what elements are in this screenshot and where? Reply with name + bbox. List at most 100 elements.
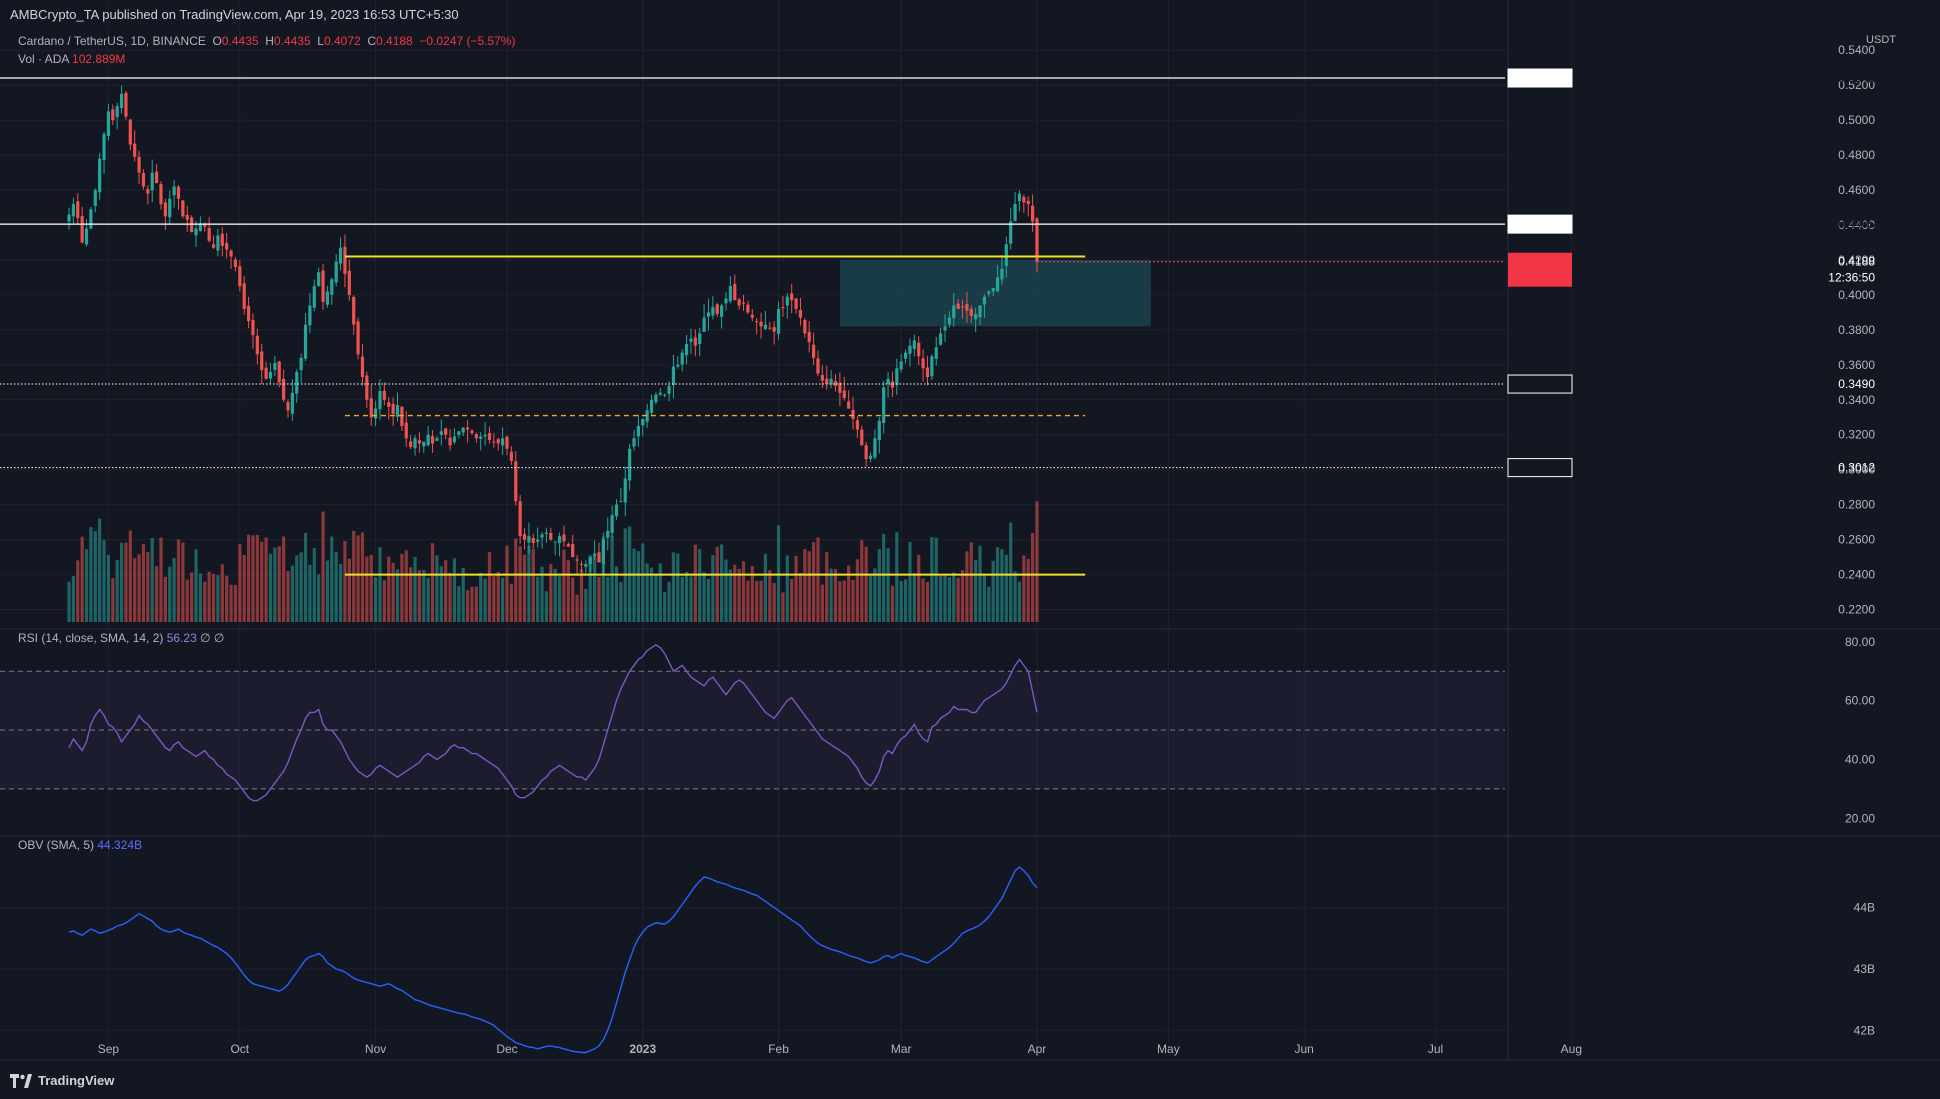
tradingview-brand[interactable]: TradingView [10, 1073, 114, 1088]
volume-bar [939, 576, 943, 622]
volume-bar [794, 555, 798, 622]
candle-body [98, 158, 102, 193]
volume-bar [111, 578, 115, 622]
candle-body [610, 515, 614, 534]
candle-body [211, 244, 216, 248]
candle-body [855, 420, 859, 430]
volume-legend[interactable]: Vol · ADA 102.889M [18, 52, 125, 66]
candle-body [593, 553, 597, 556]
volume-bar [356, 535, 360, 622]
time-tick-label: Sep [98, 1042, 120, 1056]
volume-bar [610, 535, 614, 622]
time-tick-label: 2023 [629, 1042, 656, 1056]
last-price-tag [1508, 252, 1572, 287]
volume-bar [176, 539, 181, 622]
candle-body [395, 405, 400, 417]
volume-value: 102.889M [72, 52, 126, 66]
volume-bar [150, 538, 154, 622]
candle-body [654, 394, 658, 403]
volume-bar [755, 580, 759, 622]
candle-body [457, 431, 461, 436]
rsi-legend[interactable]: RSI (14, close, SMA, 14, 2) 56.23 ∅ ∅ [18, 631, 224, 645]
last-price-label: 0.4188 [1838, 255, 1875, 269]
volume-bar [255, 534, 259, 622]
volume-bar [1000, 549, 1004, 622]
volume-bar [343, 541, 347, 622]
price-tick-label: 0.5200 [1838, 78, 1875, 92]
candle-body [724, 298, 728, 304]
volume-bar [470, 586, 474, 622]
volume-bar [838, 581, 842, 622]
obv-tick-label: 43B [1854, 962, 1875, 976]
volume-bar [860, 540, 864, 622]
candle-body [947, 317, 951, 325]
candle-body [527, 536, 531, 543]
price-tick-label: 0.3600 [1838, 358, 1875, 372]
volume-bar [347, 558, 351, 622]
candle-body [369, 398, 373, 418]
volume-bar [715, 546, 719, 622]
volume-bar [268, 553, 273, 622]
candle-body [163, 202, 167, 217]
volume-bar [619, 582, 623, 622]
volume-bars [67, 501, 1039, 622]
candle-body [128, 119, 132, 145]
volume-bar [724, 559, 728, 622]
volume-bar [676, 553, 680, 622]
candle-body [194, 228, 198, 236]
candle-body [601, 539, 605, 564]
volume-bar [825, 552, 829, 622]
candle-body [330, 279, 334, 295]
candle-body [1022, 196, 1026, 203]
candle-body [76, 201, 80, 219]
volume-bar [557, 576, 562, 622]
candle-body [553, 541, 557, 543]
volume-bar [299, 552, 303, 622]
volume-bar [588, 555, 592, 622]
candle-body [225, 242, 229, 250]
time-tick-label: Jun [1294, 1042, 1313, 1056]
volume-bar [426, 578, 430, 622]
candle-body [921, 358, 925, 369]
candle-body [356, 321, 360, 355]
volume-bar [102, 539, 106, 622]
candle-body [203, 223, 207, 227]
price-tick-label: 0.4600 [1838, 183, 1875, 197]
support-zone [839, 259, 1151, 327]
volume-bar [636, 551, 640, 622]
obv-legend[interactable]: OBV (SMA, 5) 44.324B [18, 838, 142, 852]
volume-bar [947, 577, 951, 622]
candle-body [776, 308, 781, 334]
level-price-tag [1507, 458, 1573, 478]
candle-body [404, 422, 408, 439]
obv-value: 44.324B [97, 838, 143, 852]
price-tick-label: 0.2200 [1838, 603, 1875, 617]
candle-body [803, 320, 807, 334]
symbol-legend[interactable]: Cardano / TetherUS, 1D, BINANCE O0.4435 … [18, 34, 515, 48]
volume-bar [562, 549, 566, 622]
volume-bar [509, 583, 513, 622]
volume-bar [312, 548, 316, 622]
candle-body [706, 312, 711, 317]
candle-body [487, 433, 492, 440]
candle-body [873, 438, 877, 458]
volume-bar [303, 532, 308, 622]
candle-body [268, 371, 273, 379]
rsi-tick-label: 20.00 [1845, 811, 1875, 825]
volume-bar [439, 566, 443, 622]
candle-body [785, 296, 789, 306]
volume-bar [689, 576, 693, 622]
candle-body [141, 173, 146, 187]
volume-bar [663, 592, 667, 622]
candle-body [282, 378, 286, 400]
candle-body [1009, 221, 1013, 244]
volume-bar [527, 545, 531, 622]
volume-bar [190, 572, 194, 622]
volume-bar [698, 549, 702, 622]
volume-bar [820, 584, 824, 622]
price-tick-label: 0.4400 [1838, 218, 1875, 232]
volume-bar [886, 548, 890, 622]
volume-bar [106, 554, 111, 622]
candle-body [492, 441, 496, 443]
